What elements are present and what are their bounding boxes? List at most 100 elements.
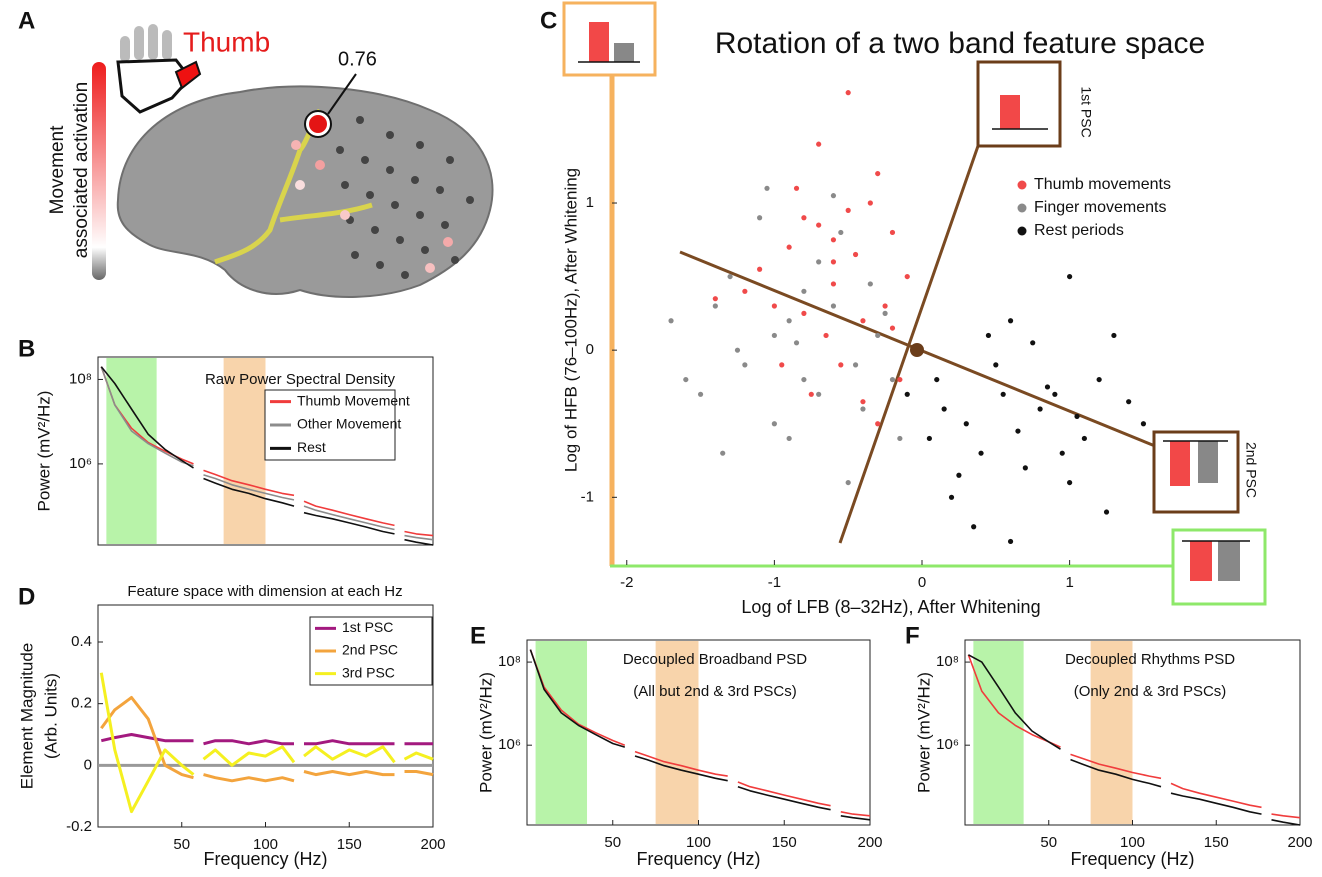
- x-axis-label: Frequency (Hz): [636, 849, 760, 869]
- legend-label: 2nd PSC: [342, 642, 398, 658]
- scatter-point: [1126, 399, 1132, 405]
- scatter-point: [742, 362, 748, 368]
- colorbar-label: associated activation: [71, 82, 92, 258]
- scatter-point: [697, 391, 704, 397]
- scatter-point: [867, 200, 873, 206]
- scatter-point: [793, 185, 800, 191]
- scatter-point: [860, 406, 866, 412]
- scatter-point: [1022, 465, 1028, 471]
- scatter-point: [727, 273, 733, 280]
- chart-title: Feature space with dimension at each Hz: [127, 583, 402, 600]
- legend-label: Thumb Movement: [297, 392, 410, 408]
- y-tick-label: 10⁶: [936, 736, 959, 753]
- annotation: 2nd PSC: [1243, 442, 1259, 498]
- inset-box: [1152, 430, 1240, 514]
- legend-label: Finger movements: [1034, 199, 1167, 216]
- x-tick-label: 200: [857, 834, 882, 851]
- y-axis-label: Power (mV²/Hz): [476, 672, 495, 793]
- panel-letter: D: [18, 583, 35, 610]
- scatter-point: [852, 251, 859, 258]
- scatter-point: [897, 435, 903, 442]
- scatter-point: [1007, 318, 1014, 324]
- scatter-point: [1140, 421, 1147, 427]
- scatter-point: [941, 406, 947, 412]
- scatter-point: [830, 237, 837, 243]
- frequency-band: [535, 641, 588, 824]
- colorbar: [92, 62, 106, 280]
- frequency-band: [223, 358, 266, 544]
- x-tick-label: 50: [1040, 834, 1057, 851]
- scatter-point: [1059, 450, 1065, 456]
- scatter-point: [978, 450, 984, 456]
- scatter-point: [934, 376, 940, 383]
- highlight-electrode: [309, 115, 327, 133]
- scatter-point: [889, 325, 896, 331]
- chart-title: Decoupled Rhythms PSD: [1065, 651, 1235, 668]
- callout-line: [327, 73, 357, 115]
- electrodes: [336, 116, 474, 279]
- series-line: [99, 672, 434, 814]
- y-tick-label: 10⁸: [69, 370, 92, 387]
- legend-label: Rest periods: [1034, 222, 1124, 239]
- series-line: [100, 366, 434, 537]
- y-tick-label: 10⁶: [69, 455, 92, 472]
- scatter-point: [720, 450, 726, 456]
- y-axis-label: Log of HFB (76–100Hz), After Whitening: [561, 168, 580, 472]
- series-line: [100, 696, 434, 783]
- scatter-point: [1044, 384, 1051, 390]
- chart-title: Decoupled Broadband PSD: [623, 651, 807, 668]
- legend-swatch: [1017, 180, 1027, 190]
- scatter-point: [668, 318, 674, 324]
- scatter-point: [816, 141, 822, 147]
- scatter-point: [816, 259, 822, 265]
- scatter-point: [993, 362, 999, 368]
- x-tick-label: 100: [1120, 834, 1145, 851]
- scatter-point: [712, 303, 718, 309]
- frequency-band: [655, 641, 699, 824]
- scatter-point: [830, 303, 837, 309]
- scatter-point: [779, 362, 785, 368]
- panel-letter: A: [18, 7, 35, 34]
- x-tick-label: -2: [620, 574, 633, 591]
- scatter-point: [757, 266, 763, 272]
- scatter-point: [897, 376, 903, 383]
- x-axis-label: Log of LFB (8–32Hz), After Whitening: [741, 597, 1040, 617]
- scatter-point: [1074, 413, 1080, 419]
- x-axis-label: Frequency (Hz): [203, 849, 327, 869]
- scatter-point: [889, 229, 896, 236]
- scatter-point: [889, 376, 896, 383]
- x-axis-label: Frequency (Hz): [1070, 849, 1194, 869]
- scatter-point: [971, 524, 977, 530]
- scatter-point: [838, 229, 844, 236]
- y-tick-label: 10⁸: [936, 653, 959, 670]
- legend-label: Rest: [297, 439, 326, 455]
- scatter-point: [875, 421, 881, 427]
- series-line: [967, 654, 1301, 819]
- panel-3: E 10⁸ 10⁶ 50 100 150 200 Frequency (Hz) Power (m…: [470, 622, 883, 868]
- scatter-point: [926, 435, 932, 442]
- scatter-point: [742, 288, 748, 294]
- scatter-point: [1030, 340, 1036, 346]
- scatter-point: [764, 185, 770, 191]
- psc-axis: [838, 145, 980, 544]
- scatter-point: [845, 207, 851, 213]
- panel-a: A Movement associated activation Thumb 0…: [18, 7, 494, 298]
- inset-bar: [1218, 541, 1240, 581]
- scatter-point: [1067, 479, 1073, 486]
- scatter-point: [830, 281, 837, 287]
- legend-label: 1st PSC: [342, 619, 393, 635]
- y-tick-label: -1: [581, 488, 594, 505]
- chart-title: Rotation of a two band feature space: [715, 27, 1205, 60]
- panel-letter: E: [470, 622, 486, 649]
- legend-label: Thumb movements: [1034, 176, 1171, 193]
- scatter-point: [712, 296, 718, 302]
- scatter-point: [1052, 391, 1058, 397]
- series-line: [100, 733, 433, 746]
- inset-bar: [1000, 95, 1020, 129]
- y-tick-label: 10⁸: [498, 653, 521, 670]
- frequency-band: [973, 641, 1024, 824]
- scatter-point: [683, 376, 689, 383]
- scatter-point: [734, 347, 741, 353]
- scatter-point: [816, 391, 822, 397]
- y-axis-label: Power (mV²/Hz): [34, 391, 53, 512]
